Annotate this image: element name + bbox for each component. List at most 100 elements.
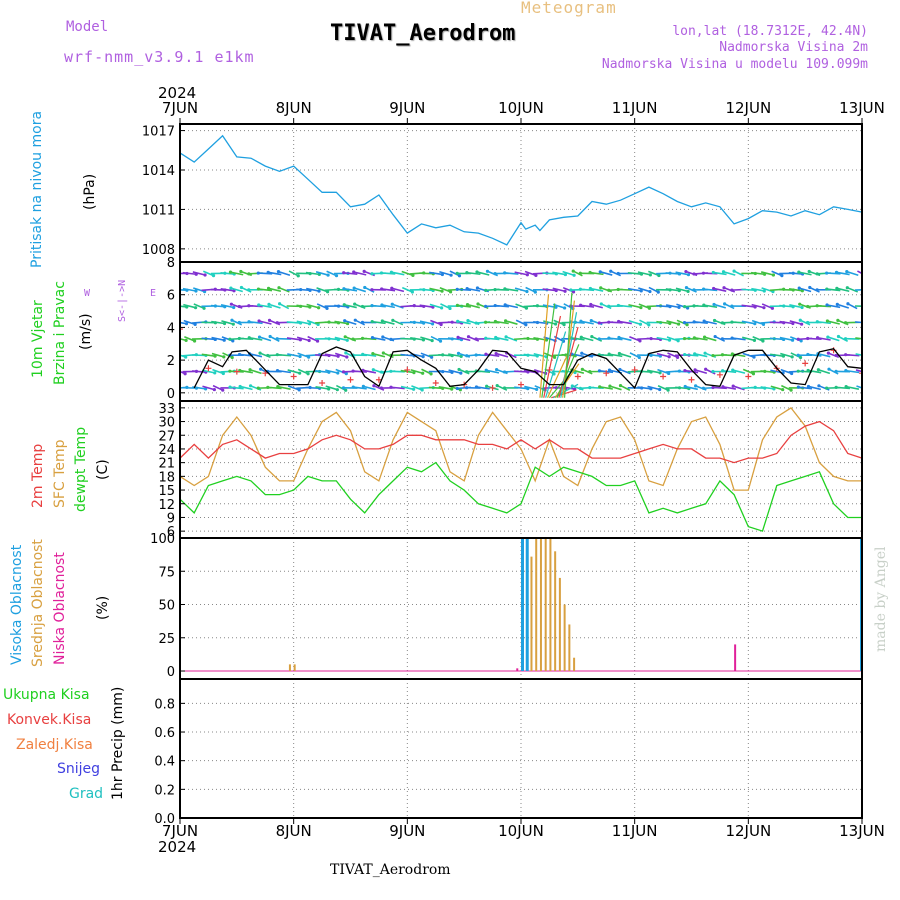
wind-arrow-head (370, 320, 374, 324)
wind-arrow-head (247, 272, 251, 276)
wind-arrow (182, 271, 197, 276)
wind-arrow-head (762, 289, 766, 293)
wind-arrow-head (730, 336, 734, 340)
wind-arrow-head (607, 368, 612, 372)
wind-arrow (855, 353, 862, 357)
station-lonlat: lon,lat (18.7312E, 42.4N) (672, 24, 868, 39)
chart-subtitle: Meteogram (521, 0, 617, 17)
x-tick-label-bottom: 13JUN (839, 822, 885, 840)
wind-arrow-head (222, 355, 226, 359)
wind-arrow (212, 384, 224, 391)
wind-arrow-head (228, 270, 233, 274)
wind-arrow (618, 336, 632, 342)
wind-arrow (231, 319, 243, 326)
mid-cloud-bar (549, 538, 552, 672)
wind-arrow-head (616, 303, 620, 308)
wind-arrow-head (721, 270, 726, 274)
wind-arrow-head (456, 351, 461, 355)
wind-arrow-head (617, 351, 621, 356)
wind-arrow-head (456, 319, 460, 323)
wind-arrow-head (266, 286, 271, 290)
y-tick-label: 21 (158, 457, 175, 472)
wind-arrow-head (343, 319, 347, 323)
wind-arrow-head (648, 289, 652, 294)
wind-arrow-head (639, 289, 643, 293)
temp-2m-line (179, 420, 863, 464)
wind-arrow-head (817, 384, 821, 388)
wind-arrow-head (658, 387, 662, 392)
wind-arrow-head (713, 334, 717, 339)
wind-arrow-head (237, 320, 241, 325)
wind-arrow (742, 336, 755, 342)
wind-arrow-head (297, 388, 301, 392)
wind-arrow (495, 352, 509, 358)
wind-arrow (846, 270, 859, 277)
wind-arrow (230, 271, 244, 276)
wind-arrow-head (825, 319, 830, 323)
y-tick-label: 12 (158, 498, 175, 513)
wind-arrow-head (800, 305, 804, 310)
wind-arrow (627, 287, 642, 292)
wind-arrow (629, 352, 640, 359)
wind-arrow-head (815, 304, 819, 308)
wind-arrow-head (257, 319, 261, 323)
wind-arrow (222, 352, 233, 359)
wind-arrow (732, 337, 746, 341)
wind-arrow (637, 370, 652, 373)
x-tick-label-top: 10JUN (498, 99, 544, 117)
wind-arrow-head (806, 336, 810, 341)
wind-arrow (656, 320, 670, 325)
wind-arrow (419, 288, 434, 292)
wind-speed-marker (518, 381, 524, 388)
wind-arrow (305, 386, 320, 390)
wind-arrow-head (325, 290, 330, 294)
wind-arrow-head (834, 353, 838, 358)
wind-arrow-head (325, 306, 329, 310)
wind-arrow (665, 272, 680, 275)
wind-arrow-head (360, 304, 365, 309)
wind-arrow (485, 353, 500, 357)
pressure-name-label: Pritisak na nivou mora (29, 110, 45, 268)
wind-arrow-head (342, 271, 346, 275)
wind-arrow (449, 270, 460, 277)
wind-arrow-head (256, 386, 260, 390)
wind-arrow (249, 352, 263, 358)
y-tick-label: 0.2 (154, 783, 175, 798)
wind-arrow-head (799, 339, 803, 343)
wind-arrow (657, 384, 669, 391)
wind-arrow-head (867, 305, 870, 308)
wind-speed-marker (631, 366, 638, 373)
wind-arrow (343, 287, 358, 292)
wind-arrow (392, 303, 404, 309)
wind-arrow-head (806, 304, 810, 309)
wind-arrow-head (797, 270, 801, 274)
wind-arrow-head (248, 368, 252, 372)
wind-arrow (817, 320, 831, 325)
wind-arrow (258, 272, 273, 275)
wind-arrow-head (466, 335, 471, 339)
wind-arrow (724, 303, 735, 310)
wind-arrow (249, 368, 262, 375)
y-tick-label: 6 (167, 289, 175, 304)
wind-arrow (845, 353, 860, 357)
wind-arrow (307, 335, 318, 342)
wind-arrow (439, 287, 451, 293)
wind-arrow (826, 288, 841, 292)
wind-arrow-head (638, 322, 643, 326)
wind-arrow-head (465, 303, 470, 307)
wind-arrow (278, 286, 290, 293)
wind-arrow-head (525, 273, 529, 277)
wind-arrow (400, 353, 415, 357)
wind-arrow (589, 386, 604, 390)
wind-arrow (703, 320, 717, 325)
wind-arrow-head (712, 302, 716, 307)
wind-arrow-head (341, 386, 346, 390)
wind-arrow (279, 303, 290, 310)
wind-arrow-head (846, 302, 850, 306)
wind-arrow (741, 288, 756, 292)
wind-arrow (249, 336, 263, 341)
wind-arrow (582, 368, 593, 375)
wind-arrow-head (845, 270, 849, 274)
wind-arrow-head (370, 304, 374, 308)
wind-arrow-head (495, 367, 499, 372)
